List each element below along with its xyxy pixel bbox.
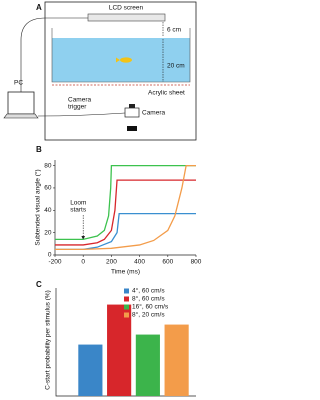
y-axis-label: C-start probability per stimulus (%) [45,290,52,390]
panel-label: C [36,280,42,289]
y-tick-label: 40 [44,207,52,214]
trigger-label: trigger [68,104,87,111]
y-tick-label: 80 [44,162,52,169]
series-line [55,164,196,251]
lcd-label: LCD screen [109,5,144,12]
bar [164,324,189,396]
lcd-screen [87,13,166,22]
x-tick-label: 0 [81,259,85,266]
camera-lens [129,104,135,108]
figure: A LCD screen 6 cm 20 cm Acrylic sheet Ca… [3,1,202,397]
enclosure [44,1,197,141]
camera [124,107,140,118]
acrylic-label: Acrylic sheet [148,90,185,97]
annotation: Loom [70,200,86,207]
y-axis-label: Subtended visual angle (°) [34,169,42,245]
annotation-arrowhead [81,236,85,240]
legend-swatch [124,296,129,302]
legend-label: 8°, 60 cm/s [132,295,165,303]
legend-swatch [124,288,129,294]
fish [120,57,132,63]
depth-label: 6 cm [167,27,181,34]
x-tick-label: 400 [134,259,145,266]
panel-label: B [36,145,42,154]
camera-stand [127,126,137,131]
legend-swatch [124,312,129,318]
series-line [55,212,196,251]
bar [107,304,132,396]
bar [135,334,160,396]
camera-label: Camera [142,110,166,117]
x-tick-label: 200 [106,259,117,266]
y-tick-label: 20 [44,229,52,236]
legend-label: 8°, 20 cm/s [132,311,165,319]
legend-label: 16°, 60 cm/s [132,303,169,311]
x-tick-label: 800 [191,259,202,266]
pc-label: PC [14,80,23,87]
x-tick-label: 600 [162,259,173,266]
trigger-label: Camera [68,97,92,104]
laptop-screen [7,91,35,115]
x-axis-label: Time (ms) [111,269,140,276]
series-line [55,179,196,246]
fish-tail [116,57,120,63]
y-tick-label: 0 [48,252,52,259]
bar [78,344,103,396]
laptop-base [3,113,39,119]
x-tick-label: -200 [48,259,61,266]
panel-label: A [36,3,42,12]
cable [20,17,88,92]
annotation: starts [70,207,87,214]
depth-label: 20 cm [167,63,185,70]
legend-label: 4°, 60 cm/s [132,287,165,295]
series-line [55,164,196,241]
tank [51,28,191,83]
legend-swatch [124,304,129,310]
y-tick-label: 60 [44,185,52,192]
page: A LCD screen 6 cm 20 cm Acrylic sheet Ca… [3,1,202,397]
cable [37,112,126,117]
